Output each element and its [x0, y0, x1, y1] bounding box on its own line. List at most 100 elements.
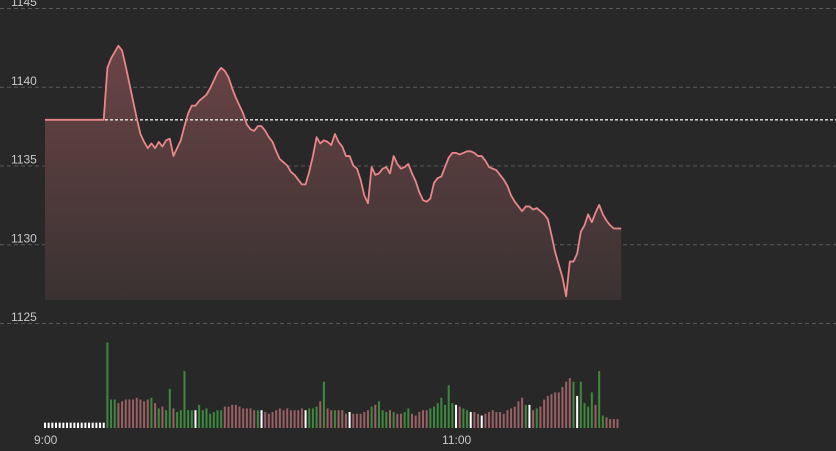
volume-bar [488, 411, 491, 428]
volume-bar [388, 410, 391, 428]
volume-bar [55, 422, 58, 428]
volume-bar [399, 413, 402, 428]
y-tick-label: 1145 [11, 0, 37, 9]
y-tick-label: 1140 [11, 74, 37, 88]
volume-bar [124, 399, 127, 428]
volume-bar [139, 399, 142, 428]
volume-bar [359, 413, 362, 428]
volume-bar [576, 395, 579, 428]
volume-bar [495, 411, 498, 428]
volume-bar [466, 410, 469, 428]
volume-bar [554, 392, 557, 428]
volume-bar [436, 403, 439, 428]
gridlines [0, 8, 836, 324]
volume-bar [326, 408, 329, 428]
volume-bar [462, 408, 465, 428]
volume-bar [179, 410, 182, 428]
volume-bar [135, 397, 138, 428]
volume-bar [62, 422, 65, 428]
volume-bar [304, 410, 307, 428]
volume-bar [484, 413, 487, 428]
volume-bar [403, 411, 406, 428]
volume-bar [348, 411, 351, 428]
x-tick-label: 9:00 [34, 433, 58, 447]
x-axis-ticks: 9:00 11:00 [34, 433, 472, 447]
volume-bar [260, 410, 263, 428]
volume-bar [473, 411, 476, 428]
volume-bar [341, 410, 344, 428]
price-series-line [45, 44, 622, 298]
volume-bar [128, 399, 131, 428]
volume-bar [293, 410, 296, 428]
volume-bar [275, 410, 278, 428]
volume-bar [510, 408, 513, 428]
volume-bar [77, 422, 80, 428]
volume-bar [330, 410, 333, 428]
volume-bar [267, 413, 270, 428]
volume-bar [66, 422, 69, 428]
volume-bar [557, 392, 560, 428]
volume-bar [337, 410, 340, 428]
volume-bar [220, 410, 223, 428]
volume-bar [161, 406, 164, 428]
volume-bar [546, 395, 549, 428]
volume-bar [499, 411, 502, 428]
volume-bar [44, 422, 46, 428]
volume-bar [227, 406, 230, 428]
volume-bar [80, 422, 83, 428]
volume-bar [308, 408, 311, 428]
volume-bar [352, 413, 355, 428]
volume-bar [201, 410, 204, 428]
volume-bar [418, 411, 421, 428]
volume-bar [381, 410, 384, 428]
volume-bar [106, 342, 109, 428]
volume-bar [407, 408, 410, 428]
volume-bar [561, 387, 564, 428]
volume-bar [502, 413, 505, 428]
volume-bar [319, 401, 322, 428]
volume-bar [539, 406, 542, 428]
volume-bar [422, 410, 425, 428]
volume-bar [110, 399, 113, 428]
volume-bar [99, 422, 102, 428]
volume-bar [458, 406, 461, 428]
volume-bar [47, 422, 50, 428]
volume-bar [231, 404, 234, 428]
volume-bar [242, 408, 245, 428]
volume-bar [278, 408, 281, 428]
volume-bar [88, 422, 91, 428]
volume-bar [84, 422, 87, 428]
volume-bar [69, 422, 72, 428]
volume-bar [333, 410, 336, 428]
volume-bar [91, 422, 94, 428]
volume-bar [396, 413, 399, 428]
volume-bar [297, 410, 300, 428]
volume-bar [165, 410, 168, 428]
volume-bar [444, 404, 447, 428]
volume-bars [44, 342, 619, 428]
volume-bar [315, 406, 318, 428]
volume-bar [168, 388, 171, 428]
volume-bar [187, 410, 190, 428]
price-area [45, 45, 622, 300]
y-tick-label: 1135 [11, 153, 37, 167]
volume-bar [113, 399, 116, 428]
volume-bar [172, 408, 175, 428]
volume-bar [590, 392, 593, 428]
volume-bar [612, 419, 615, 428]
volume-bar [223, 406, 226, 428]
volume-bar [58, 422, 61, 428]
volume-bar [121, 401, 124, 428]
volume-bar [598, 371, 601, 428]
volume-bar [377, 401, 380, 428]
volume-bar [532, 410, 535, 428]
volume-bar [370, 406, 373, 428]
volume-bar [157, 408, 160, 428]
y-tick-label: 1125 [11, 310, 37, 324]
x-tick-label: 11:00 [442, 433, 471, 447]
volume-bar [51, 422, 54, 428]
volume-bar [433, 406, 436, 428]
volume-bar [311, 408, 314, 428]
volume-bar [524, 404, 527, 428]
